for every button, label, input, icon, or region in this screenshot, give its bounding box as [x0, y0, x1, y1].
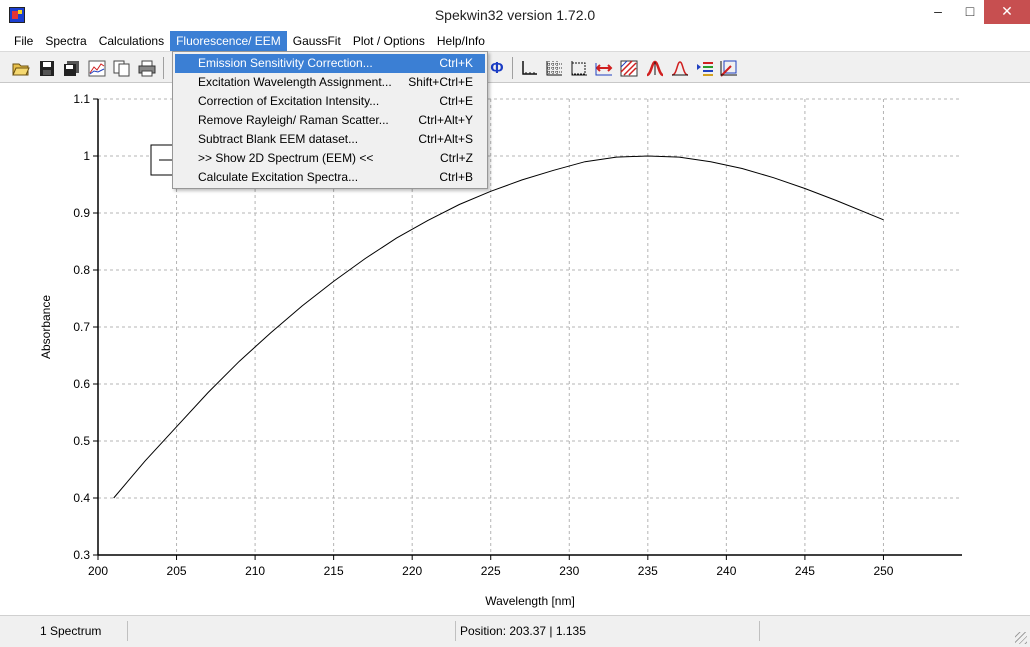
- close-button[interactable]: ✕: [984, 0, 1030, 24]
- y-tick-label: 0.4: [73, 491, 90, 505]
- menu-item-remove-rayleigh-raman-scatter[interactable]: Remove Rayleigh/ Raman Scatter... Ctrl+Al…: [198, 113, 473, 127]
- status-spectrum-count: 1 Spectrum: [40, 621, 128, 641]
- save-all-icon[interactable]: [63, 60, 81, 77]
- x-tick-label: 225: [481, 564, 501, 578]
- x-tick-label: 220: [402, 564, 422, 578]
- status-middle-panel: [128, 621, 456, 641]
- open-folder-icon[interactable]: [12, 60, 30, 77]
- copy-icon[interactable]: [113, 60, 131, 77]
- maximize-button[interactable]: □: [965, 3, 975, 19]
- range-icon[interactable]: [595, 60, 613, 77]
- cursor-pick-icon[interactable]: [720, 60, 738, 77]
- window-title: Spekwin32 version 1.72.0: [434, 7, 596, 23]
- phi-icon[interactable]: Φ: [490, 60, 504, 77]
- plot-area[interactable]: 200 205 210 215 220 225 230 235 240 245 250 0.3 0.4 0…: [0, 84, 1030, 614]
- menu-item-subtract-blank-eem[interactable]: Subtract Blank EEM dataset... Ctrl+Alt+S: [198, 132, 473, 146]
- print-icon[interactable]: [138, 60, 156, 77]
- x-tick-label: 245: [795, 564, 815, 578]
- zoom-box-icon[interactable]: [570, 60, 588, 77]
- y-tick-label: 1: [83, 149, 90, 163]
- y-tick-label: 1.1: [73, 92, 90, 106]
- axes-icon[interactable]: [520, 60, 538, 77]
- x-tick-label: 240: [716, 564, 736, 578]
- status-cursor-position: Position: 203.37 | 1.135: [460, 621, 760, 641]
- fluorescence-dropdown-menu: Emission Sensitivity Correction... Ctrl+K…: [172, 51, 488, 189]
- import-chart-icon[interactable]: [88, 60, 106, 77]
- resize-grip[interactable]: [1015, 632, 1027, 644]
- menu-item-excitation-wavelength-assignment[interactable]: Excitation Wavelength Assignment... Shift…: [198, 75, 473, 89]
- peak-icon[interactable]: [671, 60, 689, 77]
- x-tick-label: 230: [559, 564, 579, 578]
- minimize-button[interactable]: –: [934, 3, 942, 19]
- menu-plot-options[interactable]: Plot / Options: [352, 34, 425, 48]
- x-tick-label: 235: [638, 564, 658, 578]
- menu-fluorescence-eem[interactable]: Fluorescence/ EEM: [170, 31, 287, 51]
- x-axis-label: Wavelength [nm]: [485, 594, 575, 608]
- menu-help-info[interactable]: Help/Info: [436, 34, 485, 48]
- title-bar: Spekwin32 version 1.72.0 – □ ✕: [0, 0, 1030, 31]
- app-logo-icon[interactable]: [9, 7, 25, 23]
- menu-item-calculate-excitation-spectra[interactable]: Calculate Excitation Spectra... Ctrl+B: [198, 170, 473, 184]
- menu-item-emission-sensitivity-correction[interactable]: Emission Sensitivity Correction... Ctrl+K: [175, 54, 485, 73]
- y-tick-label: 0.3: [73, 548, 90, 562]
- series-line: [113, 155, 884, 499]
- menu-spectra[interactable]: Spectra: [45, 34, 87, 48]
- save-icon[interactable]: [38, 60, 56, 77]
- y-tick-label: 0.9: [73, 206, 90, 220]
- peak-red-icon[interactable]: [646, 60, 664, 77]
- x-tick-label: 205: [167, 564, 187, 578]
- y-tick-label: 0.6: [73, 377, 90, 391]
- hatch-icon[interactable]: [620, 60, 638, 77]
- y-tick-label: 0.5: [73, 434, 90, 448]
- y-tick-label: 0.7: [73, 320, 90, 334]
- menu-file[interactable]: File: [14, 34, 34, 48]
- status-bar: 1 Spectrum Position: 203.37 | 1.135: [0, 615, 1030, 647]
- menu-item-correction-excitation-intensity[interactable]: Correction of Excitation Intensity... Ctr…: [198, 94, 473, 108]
- grid-icon[interactable]: [545, 60, 563, 77]
- x-tick-label: 250: [873, 564, 893, 578]
- menu-item-show-2d-spectrum[interactable]: >> Show 2D Spectrum (EEM) << Ctrl+Z: [198, 151, 473, 165]
- menu-calculations[interactable]: Calculations: [98, 34, 165, 48]
- menu-bar: File Spectra Calculations Fluorescence/ …: [0, 31, 1030, 51]
- toolbar-separator: [163, 57, 164, 79]
- legend-list-icon[interactable]: [696, 60, 714, 77]
- y-tick-label: 0.8: [73, 263, 90, 277]
- toolbar: Φ: [0, 51, 1030, 83]
- toolbar-separator: [512, 57, 513, 79]
- x-tick-label: 215: [324, 564, 344, 578]
- x-tick-label: 200: [88, 564, 108, 578]
- y-axis-label: Absorbance: [39, 295, 53, 359]
- spectrum-chart[interactable]: 200 205 210 215 220 225 230 235 240 245 250 0.3 0.4 0…: [0, 84, 1030, 614]
- menu-gaussfit[interactable]: GaussFit: [292, 34, 341, 48]
- x-tick-label: 210: [245, 564, 265, 578]
